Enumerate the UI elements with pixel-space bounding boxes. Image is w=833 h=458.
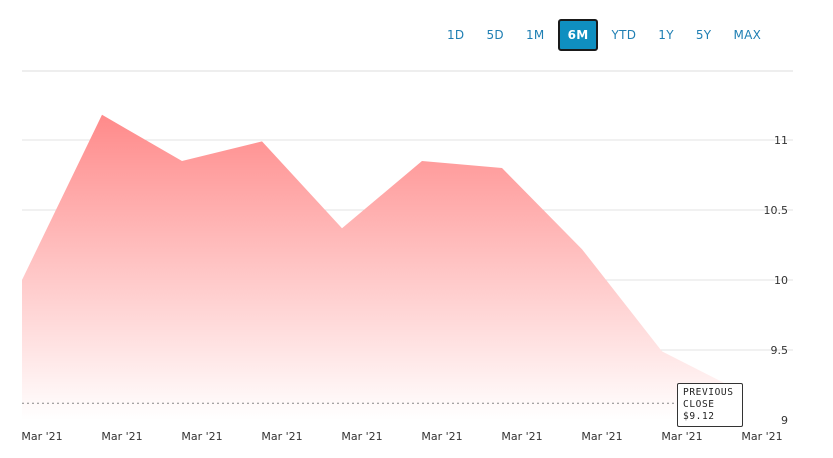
range-button-max[interactable]: MAX: [733, 28, 762, 42]
range-button-1d[interactable]: 1D: [447, 28, 465, 42]
tooltip-value: $9.12: [683, 411, 715, 422]
previous-close-tooltip: PREVIOUS CLOSE $9.12: [677, 383, 743, 427]
price-area: [22, 114, 742, 421]
x-tick-label: Mar '21: [421, 430, 462, 443]
x-tick-label: Mar '21: [501, 430, 542, 443]
x-tick-label: Mar '21: [661, 430, 702, 443]
x-tick-label: Mar '21: [21, 430, 62, 443]
x-tick-label: Mar '21: [581, 430, 622, 443]
x-tick-label: Mar '21: [341, 430, 382, 443]
range-button-5d[interactable]: 5D: [486, 28, 504, 42]
y-tick-label: 9.5: [771, 344, 789, 357]
tooltip-line2: CLOSE: [683, 399, 715, 410]
x-tick-label: Mar '21: [101, 430, 142, 443]
y-tick-label: 11: [774, 134, 788, 147]
range-button-ytd[interactable]: YTD: [611, 28, 637, 42]
range-button-1y[interactable]: 1Y: [658, 28, 674, 42]
range-button-5y[interactable]: 5Y: [695, 28, 712, 42]
range-button-1m[interactable]: 1M: [525, 28, 545, 42]
range-button-6m[interactable]: 6M: [557, 19, 599, 51]
y-tick-label: 10: [774, 274, 788, 287]
y-tick-label: 9: [781, 414, 788, 427]
x-tick-label: Mar '21: [741, 430, 782, 443]
tooltip-line1: PREVIOUS: [683, 387, 734, 398]
range-selector: 1D 5D 1M 6M YTD 1Y 5Y MAX: [438, 18, 774, 52]
y-axis-labels: 9 9.5 10 10.5 11: [764, 134, 789, 427]
y-tick-label: 10.5: [764, 204, 789, 217]
x-tick-label: Mar '21: [181, 430, 222, 443]
x-axis-labels: Mar '21 Mar '21 Mar '21 Mar '21 Mar '21 Mar '…: [21, 430, 782, 443]
x-tick-label: Mar '21: [261, 430, 302, 443]
